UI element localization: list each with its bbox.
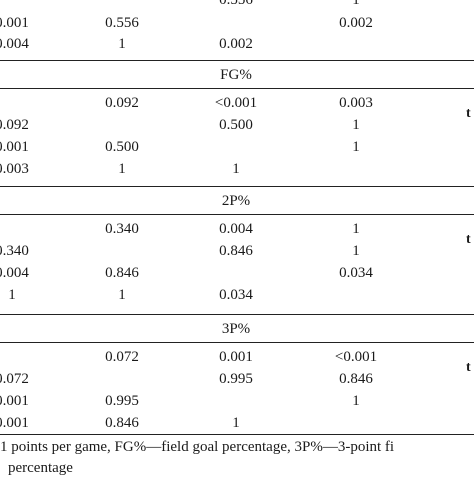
table-cell: 0.995	[105, 393, 139, 409]
section-divider	[0, 342, 474, 343]
table-cell-cut: 0.556	[219, 0, 253, 8]
table-cell: 0.500	[105, 139, 139, 155]
table-cell: 0.001	[0, 393, 29, 409]
table-cell: 0.092	[105, 95, 139, 111]
section-divider	[0, 214, 474, 215]
table-cell: 1	[352, 243, 360, 259]
section-divider	[0, 88, 474, 89]
table-cell-cut: 1	[352, 0, 360, 8]
table-cell: 0.034	[339, 265, 373, 281]
table-cell: 0.340	[105, 221, 139, 237]
side-mark: t	[466, 232, 471, 247]
table-cell: 0.846	[105, 415, 139, 431]
table-cell: 0.004	[0, 265, 29, 281]
section-divider	[0, 186, 474, 187]
section-divider	[0, 314, 474, 315]
table-cell: 0.003	[339, 95, 373, 111]
side-mark: t	[466, 360, 471, 375]
table-cell: 1	[118, 36, 126, 52]
table-cell: 0.001	[219, 349, 253, 365]
table-cell: 0.092	[0, 117, 29, 133]
table-cell: 0.001	[0, 139, 29, 155]
table-cell: 0.002	[219, 36, 253, 52]
table-cell: 0.004	[0, 36, 29, 52]
table-cell: 1	[232, 415, 240, 431]
table-cell: 0.003	[0, 161, 29, 177]
table-cell: 0.034	[219, 287, 253, 303]
table-cell: <0.001	[334, 349, 378, 365]
table-cell: 0.995	[219, 371, 253, 387]
table-cell: 1	[8, 287, 16, 303]
table-cell: 0.002	[339, 15, 373, 31]
footnote-line-1: 1 points per game, FG%—field goal percen…	[0, 439, 395, 455]
table-cell: 1	[118, 287, 126, 303]
table-cell: 1	[232, 161, 240, 177]
table-cell: 1	[352, 393, 360, 409]
footnote-line-2: percentage	[8, 460, 73, 476]
table-cell: 0.556	[105, 15, 139, 31]
table-cell: 1	[352, 139, 360, 155]
table-cell: 0.072	[105, 349, 139, 365]
table-cell: 0.001	[0, 15, 29, 31]
table-cell: 0.846	[105, 265, 139, 281]
table-cell: 1	[118, 161, 126, 177]
section-title: FG%	[220, 67, 252, 83]
table-cell: 0.001	[0, 415, 29, 431]
table-cell: 0.004	[219, 221, 253, 237]
section-title: 2P%	[221, 193, 251, 209]
table-cell: 1	[352, 221, 360, 237]
section-title: 3P%	[221, 321, 251, 337]
table-cell: 0.846	[339, 371, 373, 387]
side-mark: t	[466, 106, 471, 121]
table-cell: 0.340	[0, 243, 29, 259]
table-bottom-rule	[0, 434, 474, 435]
section-divider	[0, 60, 474, 61]
table-cell: 0.846	[219, 243, 253, 259]
table-cell: 1	[352, 117, 360, 133]
table-cell: 0.072	[0, 371, 29, 387]
table-cell: 0.500	[219, 117, 253, 133]
table-cell: <0.001	[214, 95, 258, 111]
